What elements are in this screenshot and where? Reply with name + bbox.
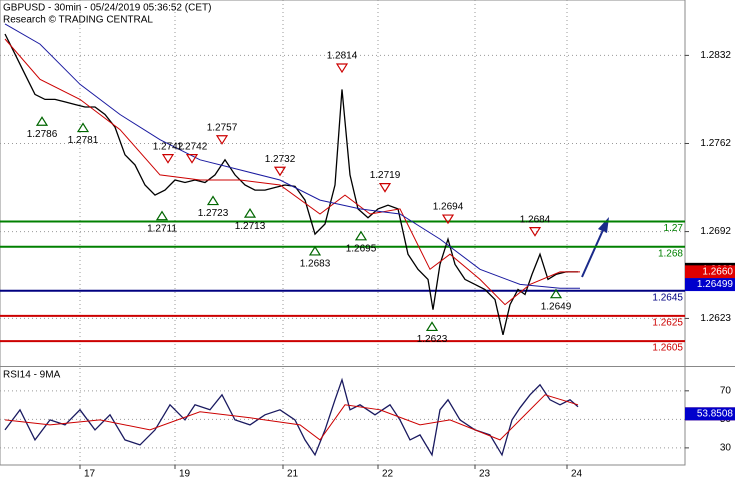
x-tick-label: 17 [84, 469, 96, 480]
low-marker [155, 210, 169, 221]
price-tag [685, 265, 735, 279]
level-label: 1.2645 [652, 292, 683, 303]
annotation-label: 1.2713 [235, 221, 266, 232]
annotation-label: 1.2814 [327, 51, 358, 62]
level-label: 1.2605 [652, 343, 683, 354]
y-tick-label: 1.2832 [700, 50, 731, 61]
series-line [4, 38, 580, 306]
y-tick-label: 1.2623 [700, 313, 731, 324]
x-tick-label: 23 [479, 469, 491, 480]
level-label: 1.2625 [652, 318, 683, 329]
annotation-label: 1.2623 [417, 334, 448, 345]
high-marker [528, 227, 542, 237]
series-line [4, 394, 579, 441]
y-tick-label: 1.2762 [700, 138, 731, 149]
plot-frame [0, 0, 686, 466]
annotation-label: 1.2711 [147, 223, 177, 234]
series-line [4, 377, 579, 457]
high-marker [335, 63, 349, 74]
x-tick-label: 22 [382, 469, 394, 480]
low-marker [549, 288, 563, 299]
high-marker [161, 154, 175, 164]
annotation-label: 1.2742 [153, 141, 184, 152]
low-marker [35, 116, 49, 126]
high-marker [215, 135, 229, 145]
high-marker [273, 166, 287, 177]
high-marker [441, 214, 455, 225]
low-marker [425, 321, 439, 332]
low-marker [76, 122, 90, 133]
annotation-label: 1.2683 [300, 259, 331, 270]
panel-title: GBPUSD - 30min - 05/24/2019 05:36:52 (CE… [3, 3, 211, 14]
panel-subtitle: Research © TRADING CENTRAL [3, 15, 153, 26]
panel-title: RSI14 - 9MA [3, 370, 61, 381]
annotation-label: 1.2723 [198, 208, 229, 219]
price-tag [685, 278, 735, 292]
annotation-label: 1.2695 [346, 243, 377, 254]
high-marker [185, 154, 199, 164]
x-tick-label: 21 [287, 469, 299, 480]
annotation-label: 1.2684 [520, 214, 551, 225]
level-label: 1.27 [664, 223, 684, 234]
price-tag [685, 407, 735, 421]
level-label: 1.268 [658, 248, 683, 259]
annotation-label: 1.2742 [177, 141, 208, 152]
low-marker [354, 230, 368, 241]
annotation-label: 1.2732 [265, 154, 296, 165]
y-tick-label: 1.2692 [700, 226, 731, 237]
forecast-arrow [581, 229, 604, 278]
price-tag-label: 53.8508 [697, 409, 734, 420]
y-tick-label: 70 [720, 385, 732, 396]
x-tick-label: 24 [571, 469, 583, 480]
low-marker [308, 245, 322, 256]
annotation-label: 1.2719 [370, 170, 401, 181]
y-tick-label: 30 [720, 443, 732, 454]
x-tick-label: 19 [179, 469, 191, 480]
annotation-label: 1.2781 [68, 135, 99, 146]
annotation-label: 1.2757 [207, 122, 238, 133]
series-line [4, 23, 580, 289]
price-tag-label: 1.26499 [697, 279, 734, 290]
series-line [4, 33, 578, 335]
annotation-label: 1.2786 [27, 129, 58, 140]
annotation-label: 1.2649 [541, 301, 572, 312]
high-marker [378, 183, 392, 193]
low-marker [206, 195, 220, 206]
price-tag-label: 1.2660 [702, 267, 733, 278]
annotation-label: 1.2694 [433, 202, 464, 213]
low-marker [243, 208, 257, 218]
